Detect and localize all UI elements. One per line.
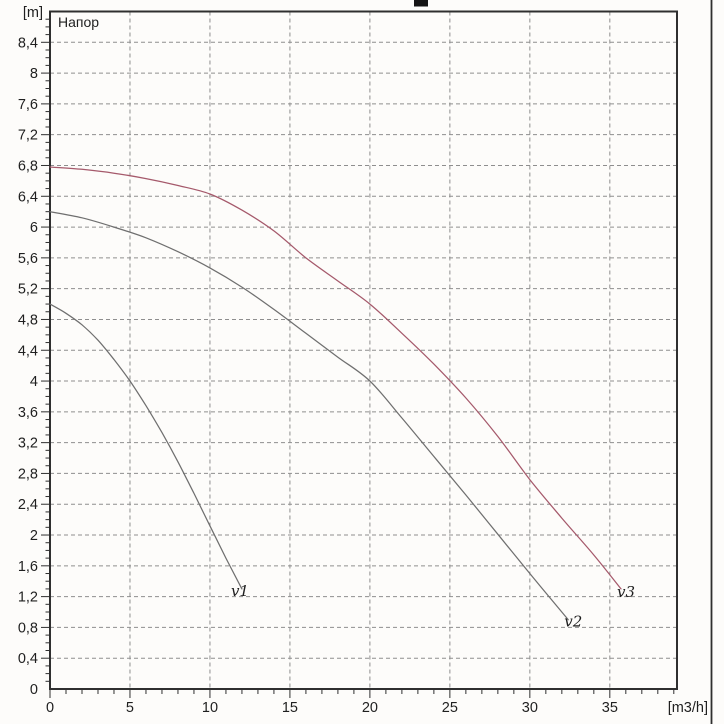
svg-text:5,2: 5,2 xyxy=(18,282,38,298)
svg-text:2,8: 2,8 xyxy=(18,466,38,482)
svg-text:3,6: 3,6 xyxy=(18,405,38,421)
chart-title: Напор xyxy=(58,14,99,30)
svg-text:8,4: 8,4 xyxy=(18,35,38,51)
svg-text:30: 30 xyxy=(522,700,538,716)
series-v2: v2 xyxy=(49,211,582,631)
svg-text:15: 15 xyxy=(282,700,298,716)
curve-v2 xyxy=(49,211,569,621)
svg-text:35: 35 xyxy=(602,700,618,716)
svg-text:25: 25 xyxy=(442,700,458,716)
svg-text:4: 4 xyxy=(30,374,38,390)
svg-text:10: 10 xyxy=(202,700,218,716)
svg-text:6: 6 xyxy=(30,220,38,236)
curve-label-v3: v3 xyxy=(617,583,635,601)
svg-text:0: 0 xyxy=(46,700,54,716)
svg-text:0,8: 0,8 xyxy=(18,620,38,636)
series-v1: v1 xyxy=(49,303,249,600)
curve-v3 xyxy=(49,166,622,590)
svg-text:2: 2 xyxy=(30,528,38,544)
series-v3: v3 xyxy=(49,166,635,601)
x-tick-labels: 0 5 10 15 20 25 30 35 xyxy=(46,700,618,716)
gridlines xyxy=(50,11,677,689)
svg-text:4,4: 4,4 xyxy=(18,343,38,359)
svg-text:7,6: 7,6 xyxy=(18,97,38,113)
svg-text:2,4: 2,4 xyxy=(18,497,38,513)
svg-text:6,8: 6,8 xyxy=(18,158,38,174)
axis-ticks xyxy=(41,18,675,698)
x-axis-unit: [m3/h] xyxy=(668,700,708,716)
curve-label-v1: v1 xyxy=(231,582,249,600)
svg-text:1,6: 1,6 xyxy=(18,559,38,575)
svg-text:1,2: 1,2 xyxy=(18,590,38,606)
curve-label-v2: v2 xyxy=(564,613,582,631)
svg-text:3,2: 3,2 xyxy=(18,436,38,452)
svg-text:6,4: 6,4 xyxy=(18,189,38,205)
svg-text:0,4: 0,4 xyxy=(18,651,38,667)
curve-v1 xyxy=(49,303,243,590)
svg-text:4,8: 4,8 xyxy=(18,312,38,328)
svg-text:5: 5 xyxy=(126,700,134,716)
svg-text:20: 20 xyxy=(362,700,378,716)
y-axis-unit: [m] xyxy=(23,5,43,21)
svg-text:7,2: 7,2 xyxy=(18,128,38,144)
svg-text:8: 8 xyxy=(30,66,38,82)
svg-text:5,6: 5,6 xyxy=(18,251,38,267)
y-tick-labels: 0 0,4 0,8 1,2 1,6 2 2,4 2,8 3,2 3,6 4 4,4 4,8 5,2 5,6 6… xyxy=(18,35,38,698)
svg-text:0: 0 xyxy=(30,682,38,698)
cropped-title-fragment xyxy=(414,0,428,7)
